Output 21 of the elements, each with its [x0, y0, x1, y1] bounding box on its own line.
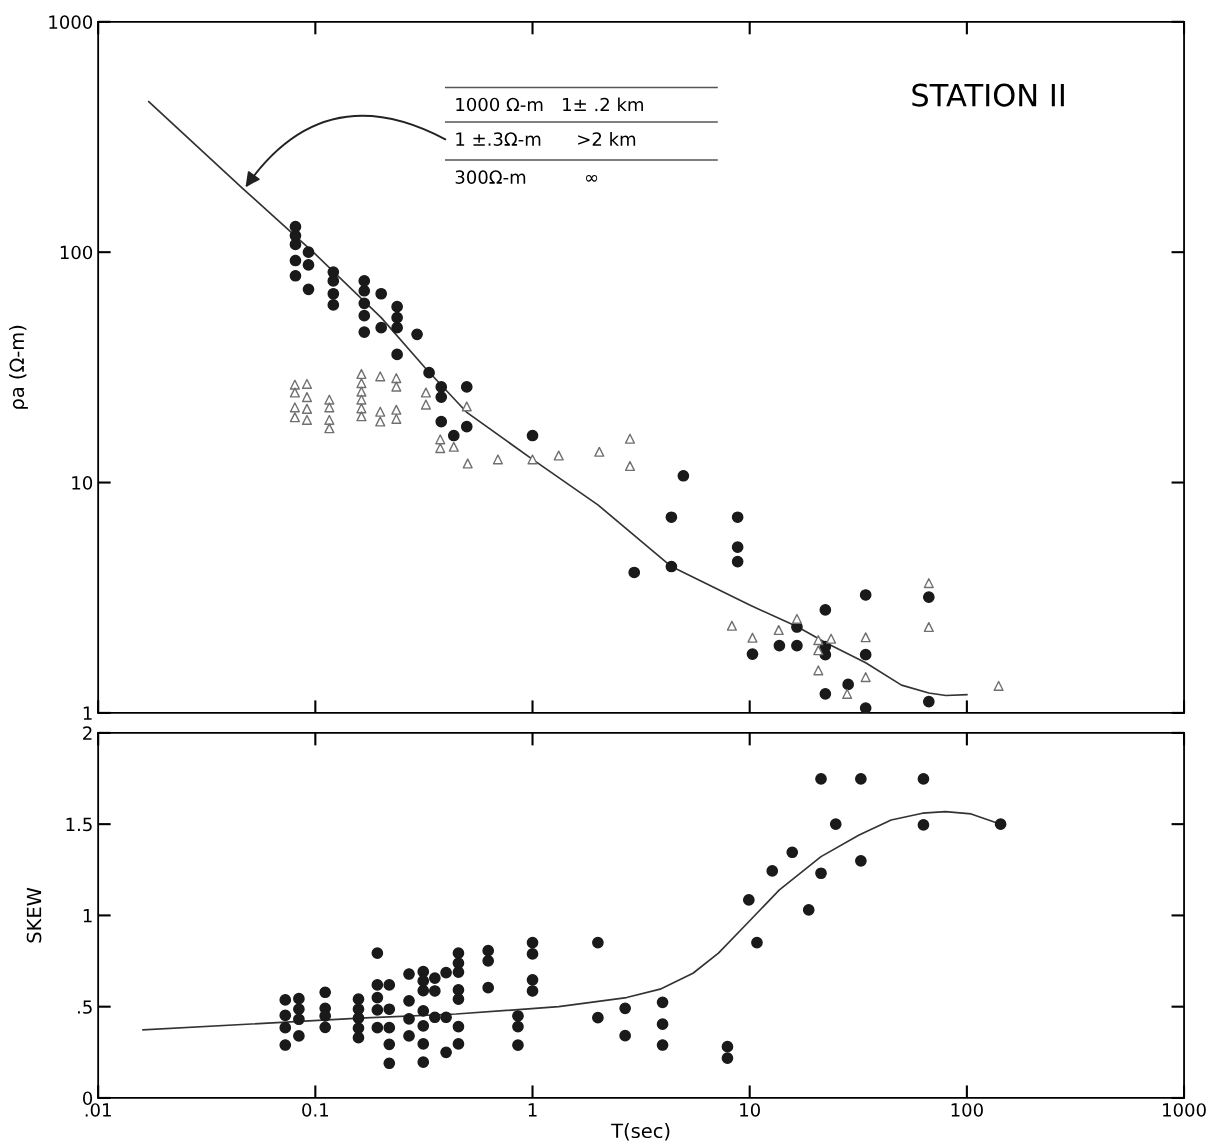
y-axis-title: ρa (Ω-m) — [9, 325, 28, 409]
x-axis-title: T(sec) — [611, 1123, 670, 1141]
annotation: 300Ω-m ∞ — [455, 170, 598, 184]
x-tick-label: .01 — [85, 1103, 111, 1117]
text: STATION II — [912, 83, 1064, 107]
x-tick-label: 10 — [740, 1103, 760, 1117]
y-tick-label: 1 — [83, 706, 92, 720]
x-tick-label: 1000 — [1163, 1103, 1206, 1117]
y-tick-label: 1 — [83, 909, 92, 923]
y-tick-label: 1.5 — [66, 817, 92, 832]
x-tick-label: 1 — [528, 1103, 537, 1117]
x-tick-label: 0.1 — [302, 1103, 329, 1117]
y-tick-label: 100 — [60, 245, 93, 260]
annotation: 1 ±.3Ω-m >2 km — [456, 131, 636, 146]
y-tick-label: 10 — [72, 476, 93, 490]
y-axis-title: SKEW — [26, 887, 42, 943]
x-tick-label: 100 — [951, 1103, 983, 1117]
y-tick-label: .5 — [78, 1000, 92, 1014]
y-tick-label: 1000 — [49, 15, 93, 29]
annotation: 1000 Ω-m 1± .2 km — [456, 97, 643, 112]
y-tick-label: 2 — [83, 726, 92, 740]
